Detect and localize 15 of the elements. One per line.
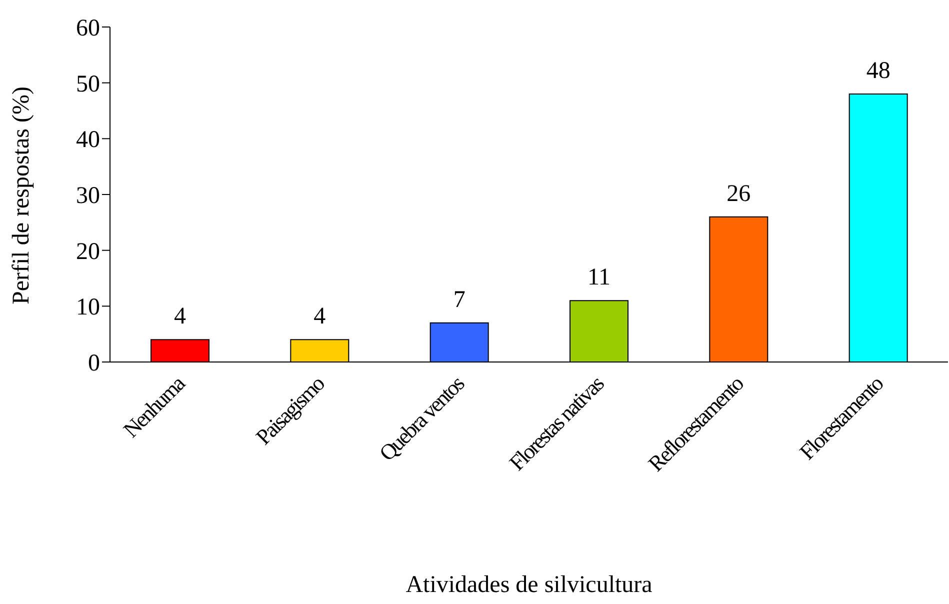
- y-tick-label: 60: [76, 16, 100, 42]
- y-tick-label: 40: [76, 127, 100, 154]
- data-label: 4: [174, 304, 186, 330]
- y-tick-label: 0: [88, 350, 100, 377]
- y-tick-label: 50: [76, 71, 100, 98]
- y-tick-label: 30: [76, 183, 100, 210]
- y-tick-label: 20: [76, 238, 100, 265]
- y-axis-title: Perfil de respostas (%): [8, 86, 35, 304]
- data-label: 4: [314, 304, 326, 330]
- y-tick-label: 10: [76, 294, 100, 321]
- data-label: 11: [587, 264, 611, 291]
- data-label: 26: [726, 180, 751, 207]
- data-label: 7: [453, 286, 466, 313]
- data-label: 48: [866, 58, 890, 84]
- x-axis-title: Atividades de silvicultura: [406, 572, 653, 598]
